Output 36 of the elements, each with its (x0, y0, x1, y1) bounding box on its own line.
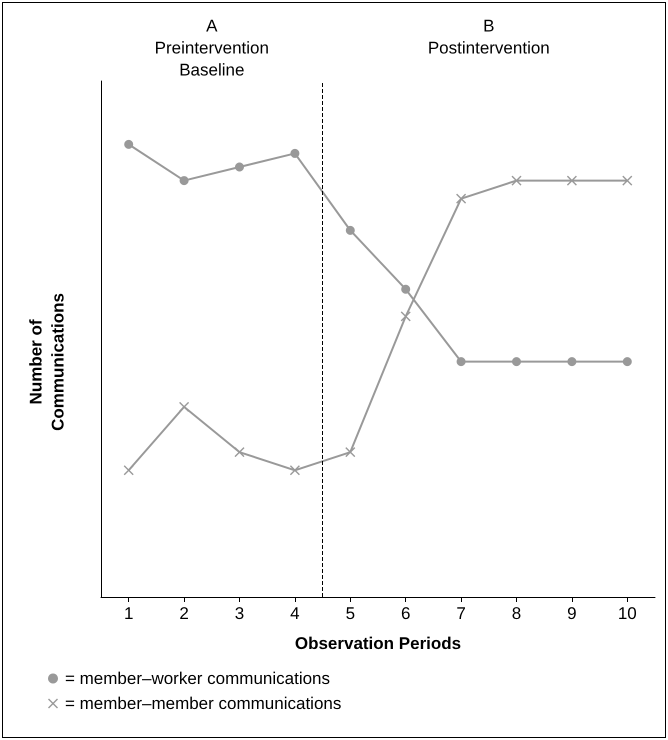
x-tick-label: 1 (124, 604, 134, 623)
legend-label: = member–worker communications (65, 669, 330, 688)
x-tick-label: 7 (456, 604, 466, 623)
text: B Postintervention (428, 16, 550, 58)
point (456, 194, 466, 204)
x-tick-label: 10 (618, 604, 637, 623)
point (235, 162, 244, 172)
point (622, 357, 632, 366)
x-tick-label: 9 (567, 604, 577, 623)
point (567, 357, 576, 366)
point (290, 465, 300, 476)
x-tick-label: 2 (179, 604, 189, 623)
point (622, 176, 632, 186)
point (234, 447, 244, 458)
point (180, 176, 189, 186)
point (290, 148, 300, 158)
point (345, 447, 356, 458)
x-tick-label: 4 (290, 604, 300, 623)
x-axis-title: Observation Periods (294, 634, 462, 653)
legend-label: = member–member communications (65, 694, 342, 713)
point (400, 311, 411, 322)
x-tick-label: 6 (400, 604, 410, 623)
x-tick-label: 5 (346, 604, 356, 623)
point (401, 284, 410, 294)
point (512, 357, 521, 366)
point (124, 140, 134, 149)
point (179, 402, 190, 412)
y-axis-title: Number of Communications (26, 292, 68, 431)
text: A Preintervention Baseline (154, 16, 269, 80)
point (566, 176, 577, 186)
point (124, 465, 134, 476)
point (512, 176, 522, 186)
point (346, 226, 355, 235)
x-tick-label: 3 (234, 604, 244, 623)
x-tick-label: 8 (512, 604, 522, 623)
point (456, 357, 466, 366)
